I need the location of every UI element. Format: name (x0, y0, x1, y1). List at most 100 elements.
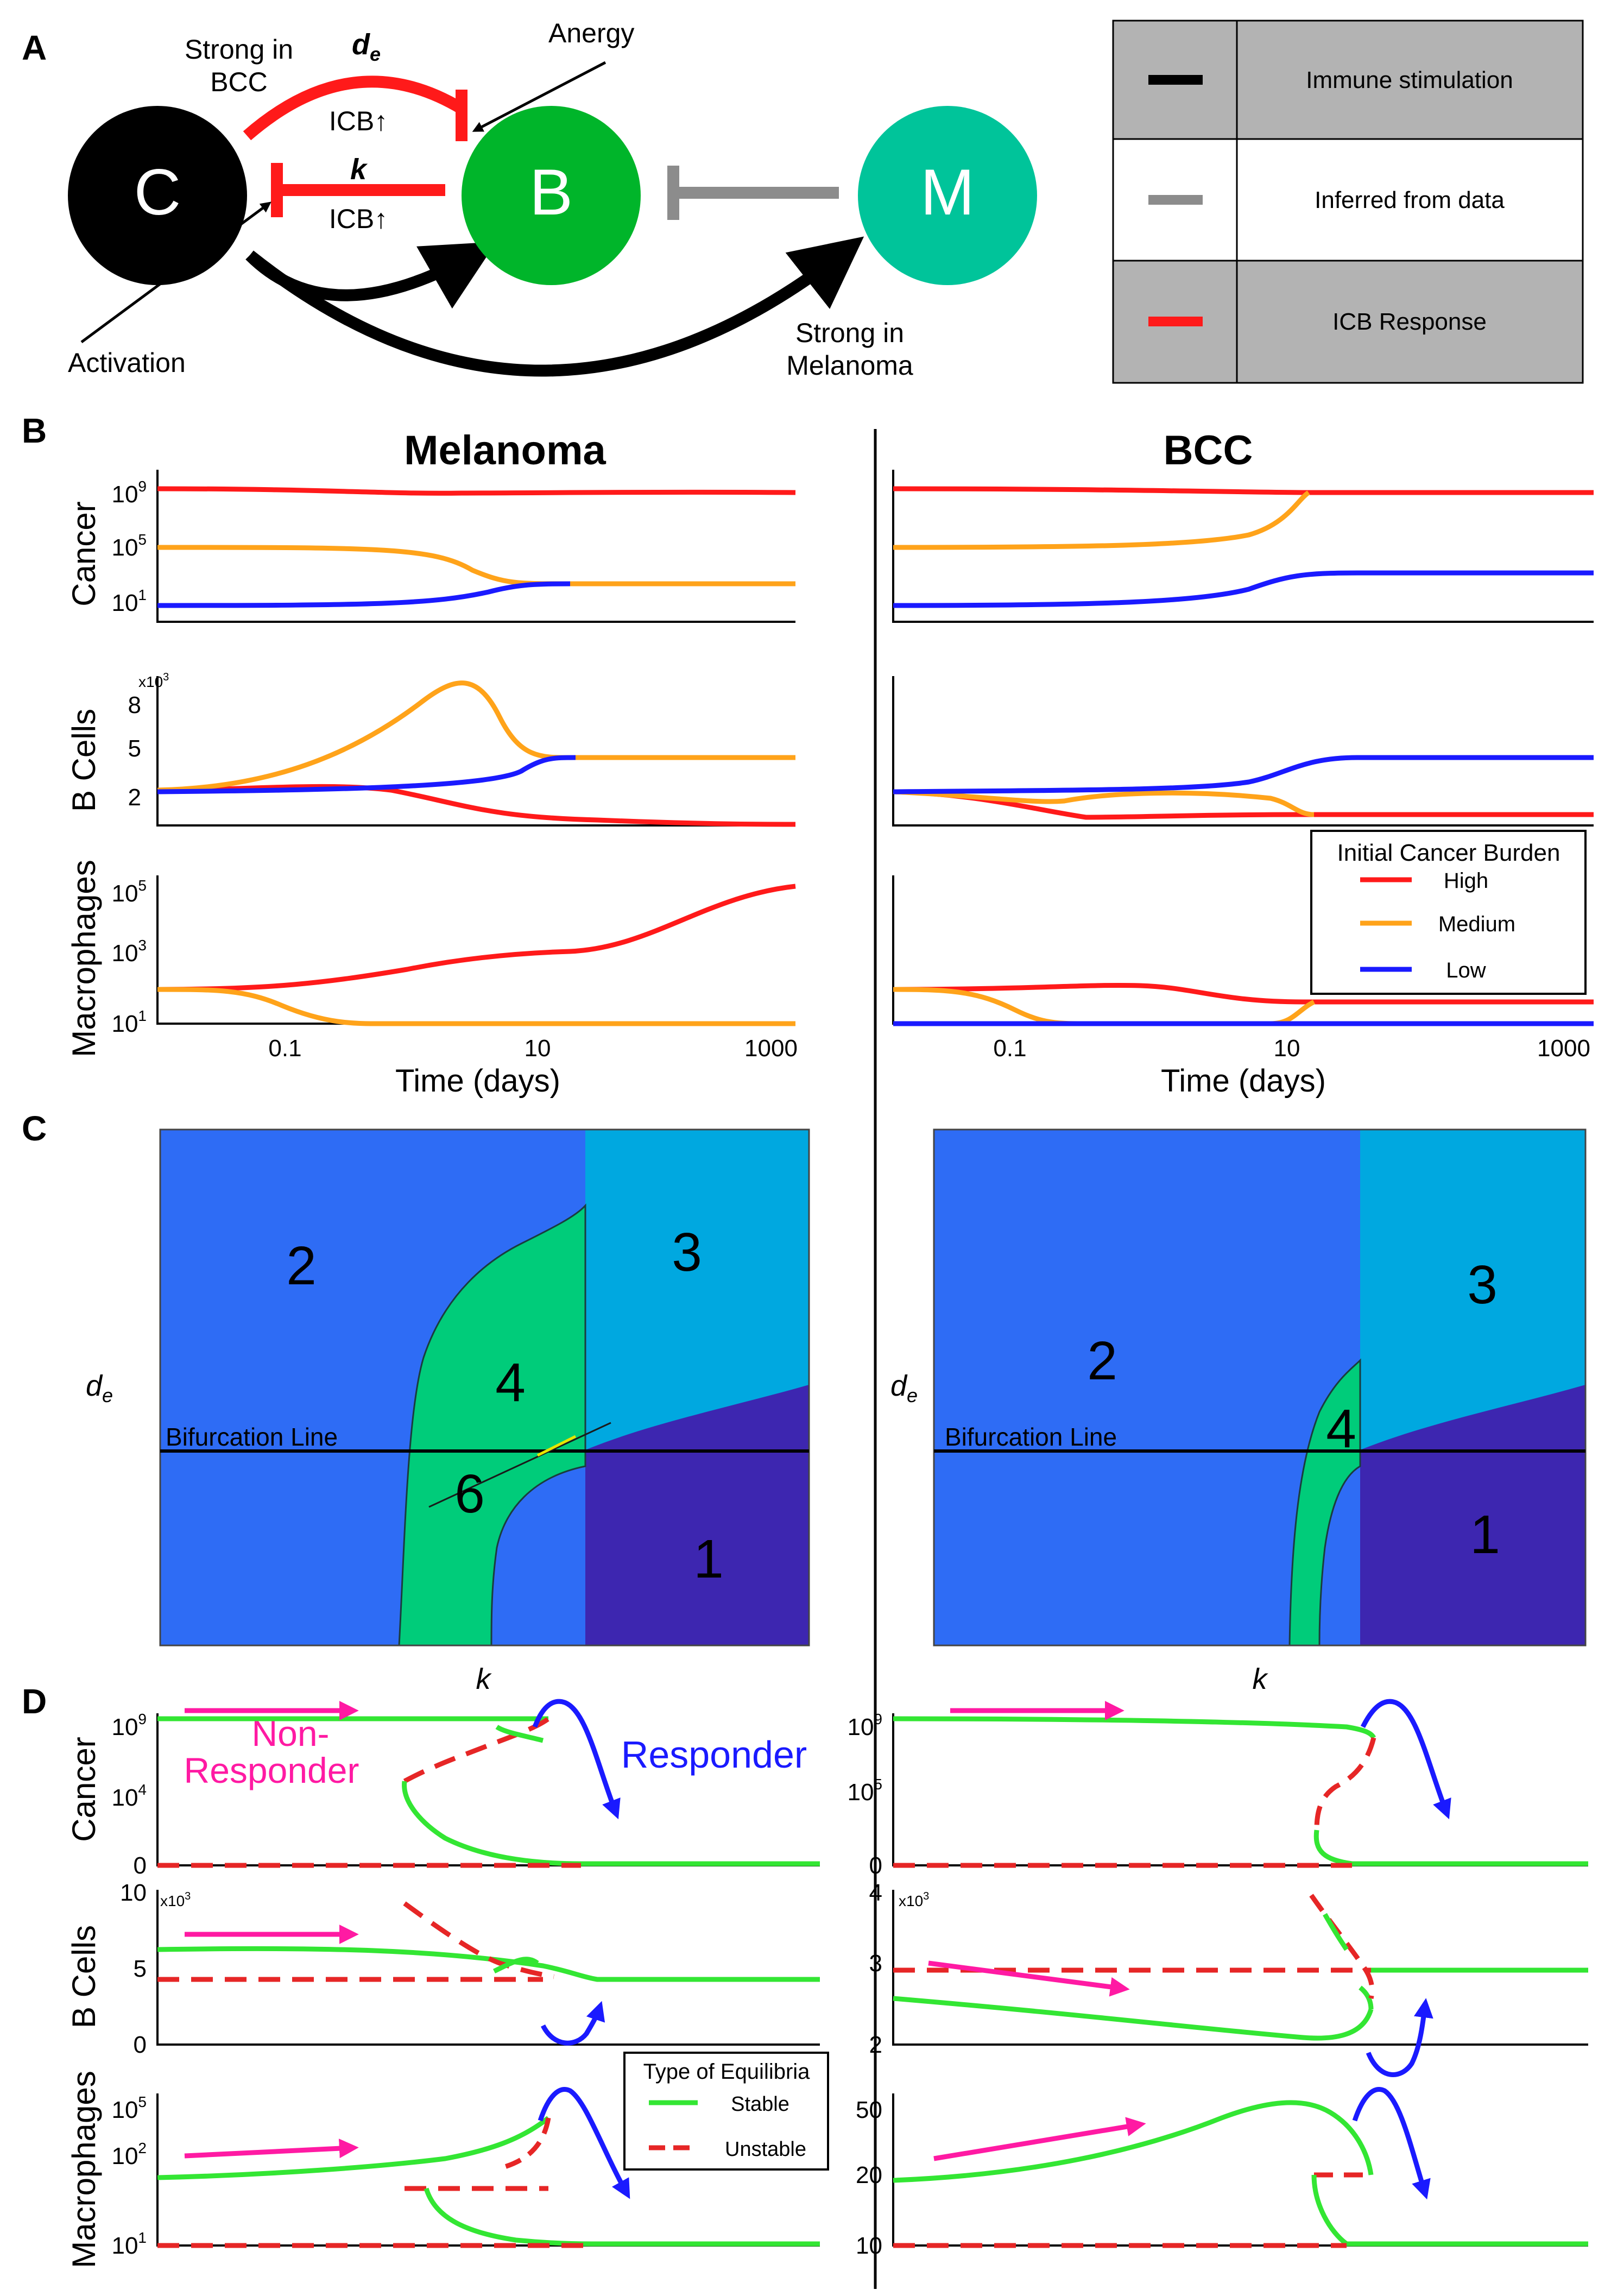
d-mel-bcell-multiplier: x103 (160, 1890, 191, 1909)
c-bcc-region-4 (1288, 1358, 1361, 1647)
d-non-responder-line1: Non- (251, 1713, 329, 1753)
d-responder-label: Responder (621, 1733, 807, 1776)
c-mel-label-4: 4 (495, 1352, 526, 1413)
b-mel-mac-high (157, 884, 796, 992)
b-bcell-tick-5: 5 (128, 735, 141, 762)
b-mel-xlabel: Time (days) (395, 1063, 560, 1099)
strong-mel-line2: Melanoma (786, 350, 913, 381)
d-mel-bcell-tick-5: 5 (134, 1956, 147, 1982)
b-bcc-xtick-1000: 1000 (1537, 1035, 1590, 1062)
panel-label-d: D (22, 1682, 47, 1721)
activation-label: Activation (68, 348, 186, 378)
c-mel-xlabel: k (476, 1663, 492, 1695)
title-bcc: BCC (1164, 427, 1253, 474)
d-bcc-bcell-stable-low (893, 1996, 1374, 2041)
title-melanoma: Melanoma (404, 427, 606, 474)
panel-c: C Bifurcation Line 2 3 4 6 1 de k Bifurc… (22, 1109, 1587, 1695)
d-bcc-bcell-stable-seg (1323, 1913, 1349, 1951)
b-legend-label-medium: Medium (1438, 912, 1515, 936)
c-bcc-xlabel: k (1253, 1663, 1269, 1695)
d-mel-bcell-stable (157, 1946, 820, 1982)
node-m (858, 106, 1037, 285)
d-bcc-bcell-unstable-branch (1309, 1894, 1375, 1999)
d-legend: Type of Equilibria Stable Unstable (623, 2052, 829, 2171)
c-mel-label-2: 2 (286, 1235, 317, 1296)
b-mel-cancer-high (157, 486, 796, 496)
b-mel-xtick-10: 10 (525, 1035, 551, 1062)
d-bcc-cancer-tick-1e9: 109 (847, 1711, 882, 1740)
d-bcc-mac-tick-10: 10 (856, 2232, 882, 2259)
d-bcc-bcell-tick-3: 3 (869, 1950, 882, 1977)
d-mel-bcell-tick-10: 10 (120, 1879, 147, 1906)
icb-top-label: ICB↑ (329, 106, 388, 136)
c-bcc-label-2: 2 (1087, 1330, 1117, 1391)
b-bcc-mac-high (893, 982, 1594, 1005)
c-mel-region-4 (398, 1203, 586, 1647)
row-label-macrophages: Macrophages (66, 860, 102, 1057)
b-bcc-mac-medium (893, 987, 1316, 1026)
strong-mel-line1: Strong in (795, 318, 904, 348)
b-bcell-tick-2: 2 (128, 784, 141, 811)
b-mel-bcell-medium (157, 680, 795, 793)
d-mel-cancer-tick-0: 0 (134, 1852, 147, 1879)
d-mel-mac-pink-arrow (184, 2139, 359, 2159)
d-bcc-mac-pink-arrow (933, 2117, 1146, 2161)
d-mel-bcell-unstable-branch (403, 1901, 554, 1979)
node-m-label: M (920, 156, 975, 229)
b-mac-tick-1e3: 103 (111, 937, 147, 967)
c-bcc-bifurcation-label: Bifurcation Line (945, 1423, 1117, 1451)
panel-label-a: A (22, 28, 47, 67)
d-mel-bcell-stable-fold (492, 1957, 539, 1974)
b-mel-bcell-high (157, 784, 796, 827)
d-mel-mac-stable-high (157, 2116, 550, 2180)
b-mel-bcell-low (157, 755, 576, 794)
d-bcc-mac-tick-50: 50 (856, 2097, 882, 2123)
d-bcc-mac-blue-arrow (1352, 2087, 1431, 2200)
b-bcc-bcell-low (893, 755, 1594, 794)
panel-label-b: B (22, 411, 47, 450)
de-inhibition-edge (243, 75, 465, 141)
d-bcc-bcell-stable-fold (1359, 1985, 1374, 2010)
d-non-responder-line2: Responder (184, 1750, 359, 1790)
d-bcc-cancer-stable-high (893, 1716, 1376, 1739)
k-label: k (350, 153, 368, 186)
d-bcc-cancer-unstable-mid (1314, 1737, 1376, 1831)
c-bcc-label-1: 1 (1470, 1504, 1500, 1565)
d-mel-mac-tick-1e2: 102 (111, 2140, 147, 2169)
b-mel-cancer-medium (157, 545, 795, 586)
b-mel-xtick-0.1: 0.1 (268, 1035, 301, 1062)
d-mel-mac-tick-1e5: 105 (111, 2093, 147, 2123)
d-bcc-cancer-blue-arrow (1360, 1699, 1451, 1820)
panel-label-c: C (22, 1109, 47, 1148)
c-mel-label-1: 1 (693, 1529, 724, 1589)
b-bcc-cancer-low (893, 570, 1594, 608)
node-b-label: B (529, 156, 573, 229)
d-row-label-bcells: B Cells (66, 1925, 102, 2028)
d-mel-cancer-unstable-mid (403, 1717, 550, 1783)
node-c-label: C (134, 156, 181, 229)
d-mel-bcell-tick-0: 0 (134, 2032, 147, 2058)
c-mel-ylabel: de (86, 1370, 113, 1406)
d-legend-title: Type of Equilibria (643, 2060, 811, 2084)
d-bcc-bcell-multiplier: x103 (899, 1890, 929, 1909)
b-legend-box (1310, 830, 1587, 995)
d-bcc-mac-tick-20: 20 (856, 2162, 882, 2188)
d-bcc-cancer-tick-0: 0 (869, 1852, 882, 1879)
anergy-label: Anergy (548, 18, 634, 48)
b-legend-label-low: Low (1446, 958, 1486, 982)
row-label-cancer: Cancer (66, 501, 102, 606)
b-legend-title: Initial Cancer Burden (1337, 840, 1561, 866)
d-mel-cancer-stable-fold (495, 1725, 544, 1743)
b-bcc-cancer-medium (893, 490, 1310, 550)
d-row-label-macrophages: Macrophages (66, 2071, 102, 2268)
node-c (68, 106, 247, 285)
panel-d: D Cancer B Cells Macrophages 109 104 0 x… (22, 1682, 1588, 2268)
d-bcc-mac-stable-low (1311, 2174, 1588, 2247)
d-mel-bcell-blue-arrow (540, 2001, 605, 2046)
b-bcc-bcell-medium (893, 789, 1315, 817)
d-mel-mac-stable-low (424, 2187, 820, 2247)
d-mel-cancer-stable-low (402, 1781, 820, 1866)
b-mel-cancer-low (157, 581, 571, 608)
axes-b-melanoma (156, 470, 795, 1025)
d-bcc-bcell-blue-arrow (1366, 1998, 1433, 2077)
